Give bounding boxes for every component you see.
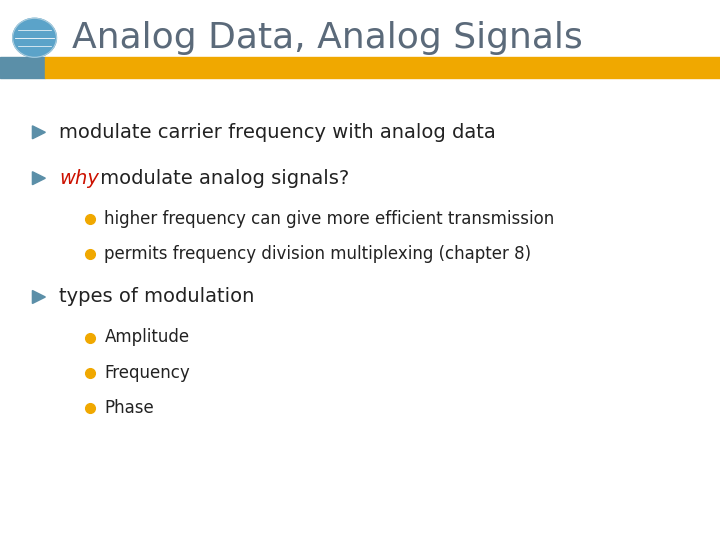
Text: Frequency: Frequency [104,363,190,382]
Polygon shape [32,126,45,139]
Text: higher frequency can give more efficient transmission: higher frequency can give more efficient… [104,210,554,228]
Text: why: why [59,168,99,188]
Text: permits frequency division multiplexing (chapter 8): permits frequency division multiplexing … [104,245,531,263]
Ellipse shape [13,18,56,57]
Bar [0,57,45,78]
Text: Amplitude: Amplitude [104,328,189,347]
Text: modulate analog signals?: modulate analog signals? [94,168,349,188]
Bar [45,57,720,78]
Text: types of modulation: types of modulation [59,287,254,307]
Text: modulate carrier frequency with analog data: modulate carrier frequency with analog d… [59,123,496,142]
Polygon shape [32,172,45,185]
Polygon shape [32,291,45,303]
Text: Analog Data, Analog Signals: Analog Data, Analog Signals [72,21,582,55]
Text: Phase: Phase [104,399,154,417]
